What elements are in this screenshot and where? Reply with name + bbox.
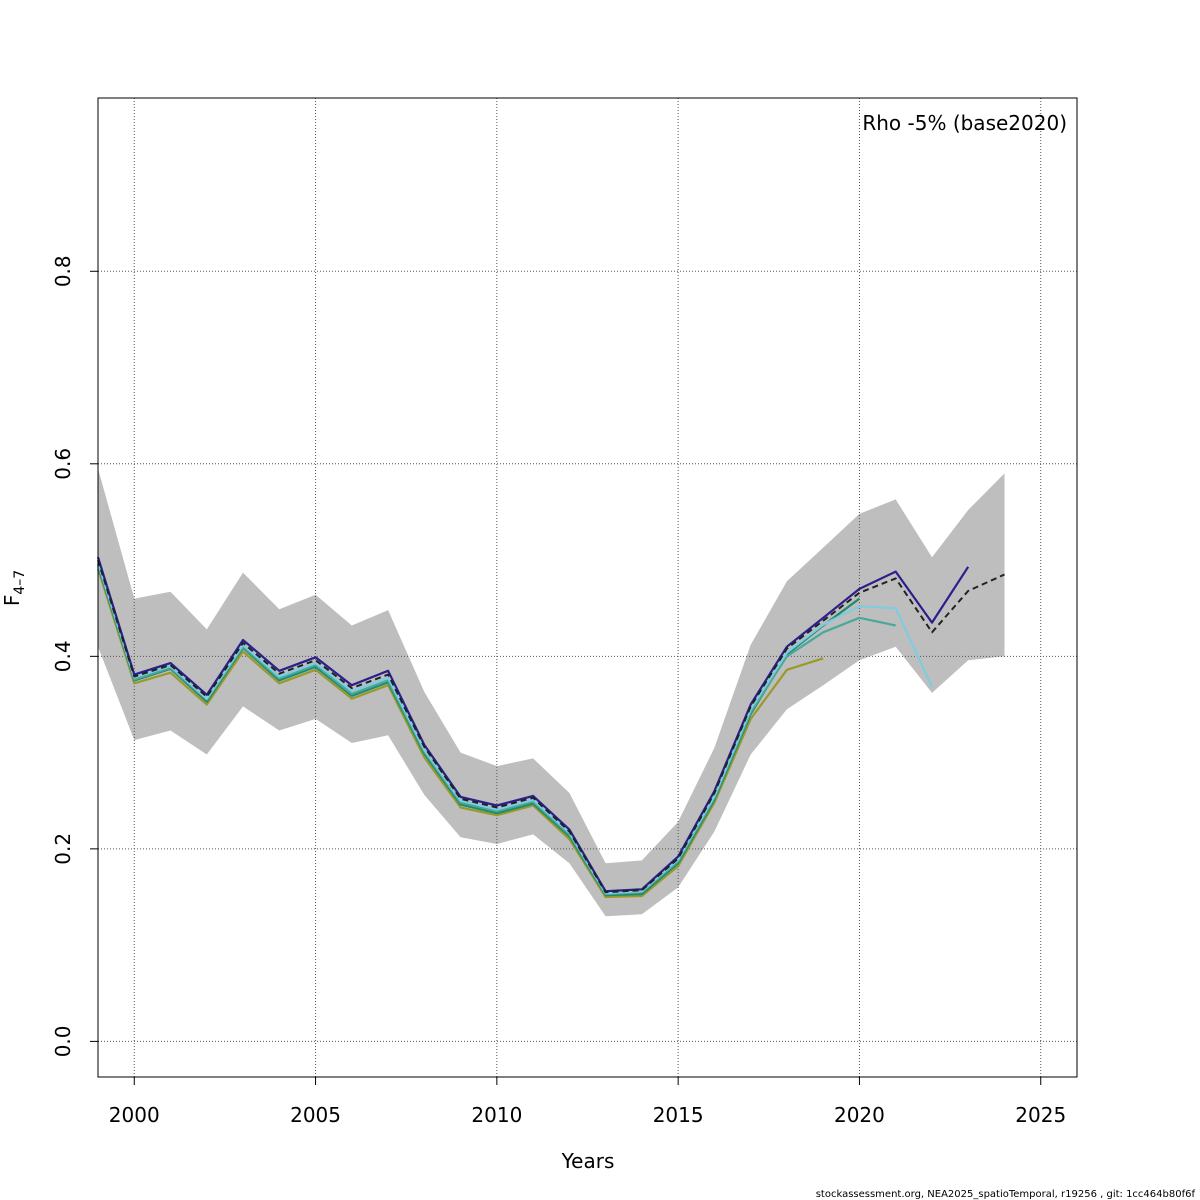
- x-tick-label: 2005: [290, 1103, 341, 1127]
- grid-layer: [98, 98, 1077, 1077]
- x-tick-label: 2010: [471, 1103, 522, 1127]
- x-axis: 2000 2005 2010 2015 2020 2025: [109, 1077, 1066, 1127]
- series-line-6: [97, 559, 1005, 894]
- series-layer: [96, 556, 1005, 899]
- series-line-5: [96, 556, 970, 893]
- x-tick-label: 2015: [653, 1103, 704, 1127]
- y-axis-title: F4–7: [0, 570, 28, 606]
- y-tick-label: 0.6: [51, 448, 75, 480]
- y-tick-label: 0.4: [51, 640, 75, 672]
- y-axis-title-subscript: 4–7: [12, 570, 28, 595]
- x-tick-label: 2025: [1015, 1103, 1066, 1127]
- x-tick-label: 2000: [109, 1103, 160, 1127]
- plot-frame: [97, 97, 1078, 1078]
- y-tick-label: 0.0: [51, 1025, 75, 1057]
- y-tick-label: 0.8: [51, 255, 75, 287]
- x-tick-label: 2020: [834, 1103, 885, 1127]
- confidence-band-layer: [98, 468, 1005, 917]
- series-line-1: [96, 568, 824, 899]
- x-axis-title: Years: [561, 1149, 615, 1173]
- y-tick-label: 0.2: [51, 833, 75, 865]
- confidence-band: [98, 468, 1005, 917]
- y-axis: 0.0 0.2 0.4 0.6 0.8: [51, 255, 98, 1057]
- legend-text: Rho -5% (base2020): [862, 111, 1067, 135]
- y-axis-title-main: F: [0, 595, 24, 607]
- footer-note: stockassessment.org, NEA2025_spatioTempo…: [816, 1189, 1196, 1200]
- series-line-4: [96, 561, 933, 895]
